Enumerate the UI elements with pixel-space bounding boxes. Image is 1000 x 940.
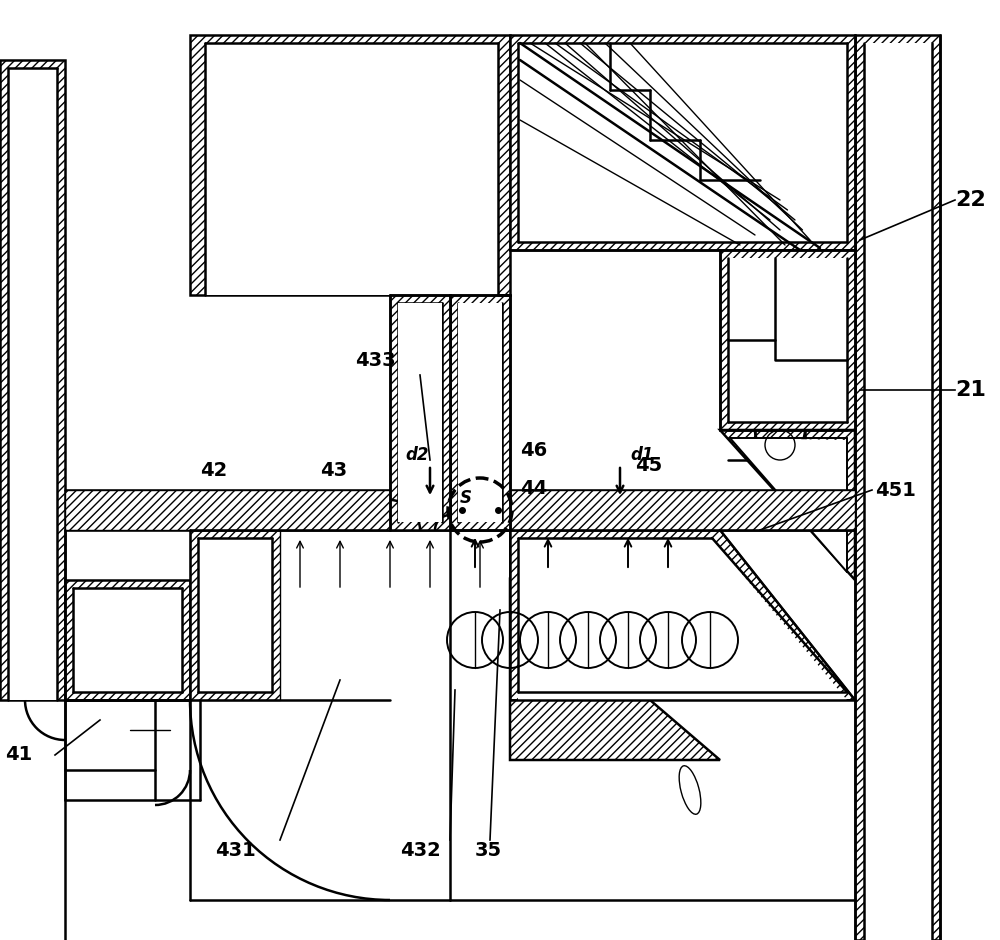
Polygon shape — [720, 250, 855, 430]
Polygon shape — [73, 588, 182, 692]
Polygon shape — [458, 303, 502, 522]
Text: 46: 46 — [520, 441, 547, 460]
Text: 433: 433 — [355, 351, 396, 369]
Polygon shape — [730, 438, 847, 572]
Text: 431: 431 — [215, 840, 256, 859]
Polygon shape — [510, 580, 720, 760]
Polygon shape — [720, 430, 855, 580]
Text: 432: 432 — [400, 840, 441, 859]
Polygon shape — [65, 580, 190, 700]
Polygon shape — [510, 35, 855, 250]
Polygon shape — [190, 35, 510, 295]
Polygon shape — [518, 43, 847, 242]
Text: d2: d2 — [405, 446, 429, 464]
Polygon shape — [205, 43, 498, 295]
Polygon shape — [510, 530, 855, 700]
Polygon shape — [855, 35, 940, 940]
Text: 45: 45 — [635, 456, 662, 475]
Polygon shape — [0, 60, 65, 700]
Text: S: S — [460, 489, 472, 507]
Text: d1: d1 — [630, 446, 654, 464]
Polygon shape — [398, 303, 442, 522]
Text: 44: 44 — [520, 478, 547, 497]
Polygon shape — [8, 68, 57, 700]
Text: 35: 35 — [475, 840, 502, 859]
Polygon shape — [510, 490, 855, 530]
Polygon shape — [518, 538, 847, 700]
Polygon shape — [450, 295, 510, 530]
Polygon shape — [190, 530, 280, 700]
Polygon shape — [390, 295, 450, 530]
Text: 41: 41 — [5, 745, 32, 764]
Text: 21: 21 — [955, 380, 986, 400]
Polygon shape — [864, 43, 932, 940]
Polygon shape — [728, 258, 847, 422]
Polygon shape — [198, 538, 272, 692]
Text: 43: 43 — [320, 461, 347, 479]
Text: 451: 451 — [875, 480, 916, 499]
Text: 22: 22 — [955, 190, 986, 210]
Polygon shape — [65, 490, 450, 530]
Text: 42: 42 — [200, 461, 227, 479]
